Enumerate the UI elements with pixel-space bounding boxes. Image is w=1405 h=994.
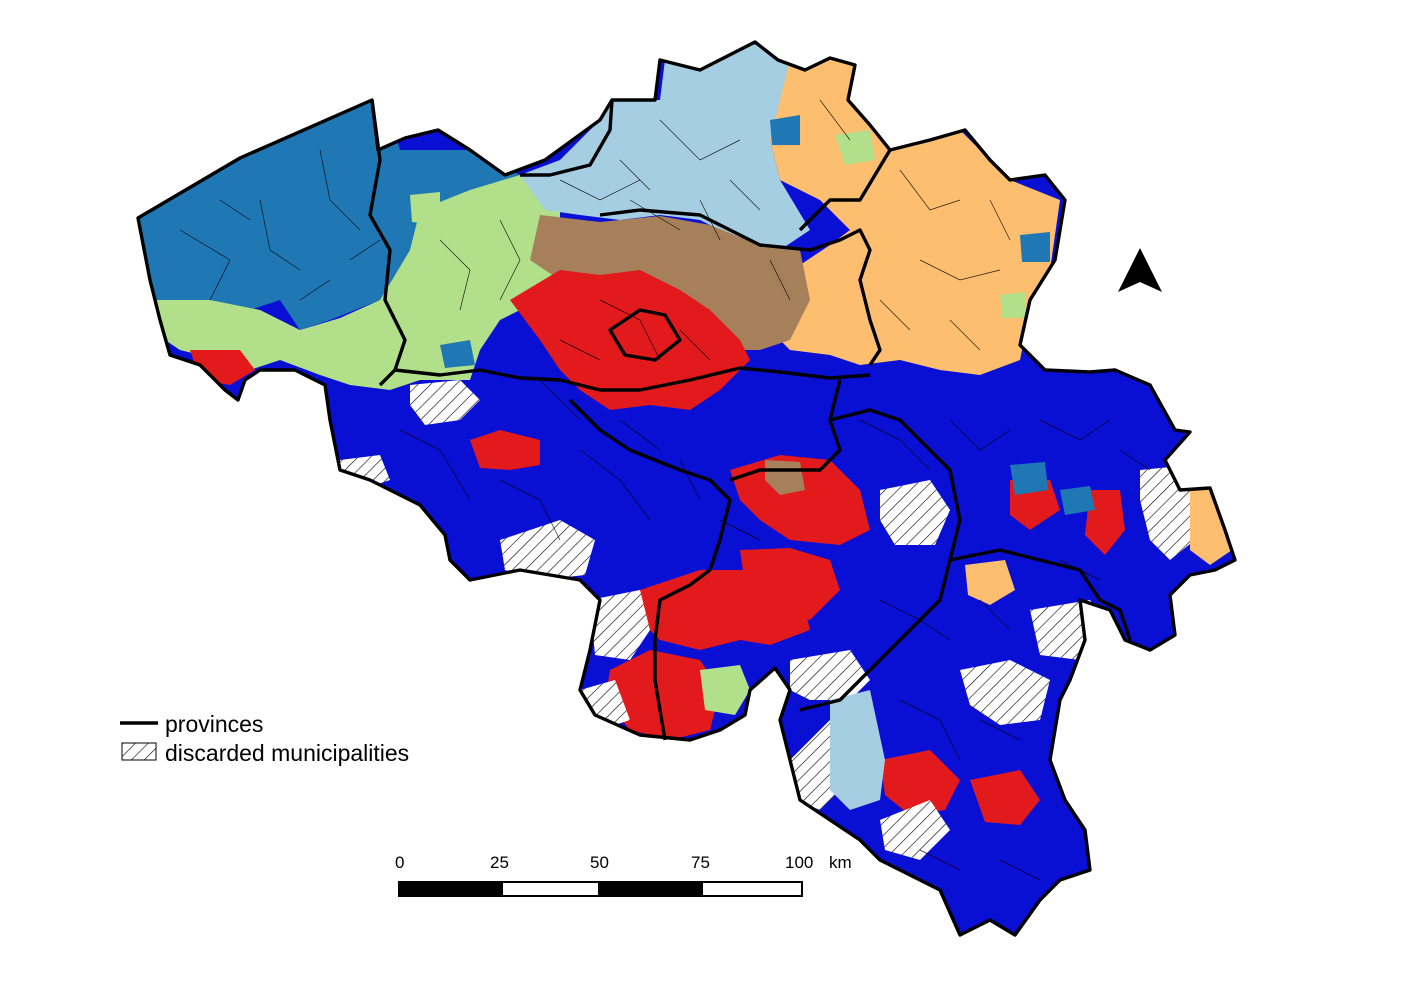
province-boundaries bbox=[136, 40, 1237, 937]
discarded-area-luxembourg-3 bbox=[960, 660, 1050, 725]
steelblue-patch-brabant bbox=[440, 340, 475, 368]
luxembourg-red-patch bbox=[880, 750, 960, 815]
discarded-area-hainaut-2 bbox=[590, 590, 650, 660]
thudinie-red-patch bbox=[605, 650, 720, 740]
steelblue-patch-liege-2 bbox=[1060, 486, 1095, 515]
scale-segment-3 bbox=[598, 881, 703, 897]
scale-tick-100: 100 bbox=[785, 853, 813, 872]
discarded-area-liege bbox=[1030, 600, 1110, 660]
discarded-area-south bbox=[880, 800, 950, 860]
scale-unit: km bbox=[829, 853, 852, 872]
discarded-area-luxembourg bbox=[790, 650, 870, 700]
steelblue-patch-liege bbox=[1010, 462, 1048, 495]
legend: provinces discarded municipalities bbox=[120, 711, 409, 766]
scale-segment-4 bbox=[701, 881, 803, 897]
west-flanders-region bbox=[138, 80, 520, 330]
legend-discarded-label: discarded municipalities bbox=[165, 740, 409, 766]
legend-discarded-swatch bbox=[121, 742, 157, 761]
north-arrow-icon bbox=[1118, 248, 1162, 292]
luxembourg-red-patch-2 bbox=[970, 770, 1040, 825]
namur-red-patch-2 bbox=[740, 548, 840, 620]
lightblue-patch-luxembourg bbox=[830, 690, 885, 810]
municipality-boundaries bbox=[179, 99, 1151, 881]
scale-segment-2 bbox=[501, 881, 600, 897]
brussels-periphery-region bbox=[510, 270, 750, 410]
green-patch-limburg bbox=[1000, 292, 1025, 318]
scale-tick-0: 0 bbox=[395, 853, 404, 872]
hainaut-red-west bbox=[470, 430, 540, 470]
green-patch-chimay bbox=[700, 665, 750, 715]
orange-patch-liege-2 bbox=[965, 560, 1015, 605]
discarded-area-namur bbox=[880, 480, 950, 545]
scale-segment-1 bbox=[398, 881, 503, 897]
flemish-brabant-region bbox=[530, 215, 810, 350]
east-flanders-region bbox=[150, 175, 590, 390]
green-patch-west bbox=[410, 192, 440, 225]
scale-bar: 0 25 50 75 100 km bbox=[395, 853, 852, 897]
steelblue-patch-limburg bbox=[1020, 232, 1050, 262]
scale-tick-50: 50 bbox=[590, 853, 609, 872]
antwerp-region bbox=[520, 42, 810, 250]
legend-provinces-label: provinces bbox=[165, 711, 263, 737]
discarded-area-brabant bbox=[410, 380, 480, 425]
discarded-area-hainaut bbox=[500, 520, 595, 580]
scale-tick-25: 25 bbox=[490, 853, 509, 872]
steelblue-patch-antwerp bbox=[770, 115, 800, 145]
liege-red-patch-2 bbox=[1085, 490, 1125, 555]
scale-tick-75: 75 bbox=[691, 853, 710, 872]
green-patch-antwerp bbox=[835, 130, 875, 165]
